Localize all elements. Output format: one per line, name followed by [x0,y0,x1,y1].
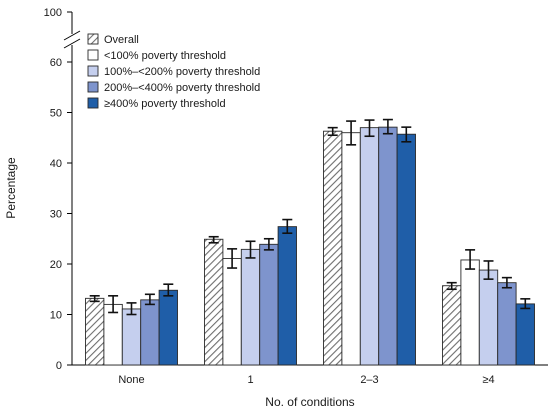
y-axis-title: Percentage [4,157,18,219]
axis-break-mark [63,30,81,41]
bars [85,126,535,366]
legend-label: Overall [104,34,139,46]
bar [478,269,499,366]
bar [240,248,261,366]
bar [442,285,462,366]
bar [359,127,380,366]
x-tick-label: None [118,374,144,386]
x-tick-label: 2–3 [360,374,378,386]
y-tick-label: 20 [50,259,62,271]
legend-label: ≥400% poverty threshold [104,98,226,110]
legend-swatch [87,65,99,77]
legend-label: 100%–<200% poverty threshold [104,66,260,78]
y-tick-label: 100 [44,7,62,19]
bar [341,132,361,366]
bar [277,226,297,366]
error-bars [89,118,531,316]
bar [323,130,343,366]
legend-swatch [87,49,99,61]
x-tick-label: ≥4 [482,374,494,386]
legend-label: <100% poverty threshold [104,50,226,62]
x-axis-title: No. of conditions [265,395,354,409]
y-tick-label: 0 [56,360,62,372]
bar [222,257,242,366]
legend-swatch [87,97,99,109]
legend-label: 200%–<400% poverty threshold [104,82,260,94]
y-tick-label: 30 [50,209,62,221]
y-tick-label: 40 [50,158,62,170]
bar [121,308,142,366]
bar [460,259,480,366]
legend: Overall <100% poverty threshold 100%–<200%… [87,33,260,110]
bar [515,303,535,366]
y-tick-label: 50 [50,108,62,120]
legend-swatch [87,33,99,45]
bar [396,133,416,366]
y-tick-label: 10 [50,310,62,322]
y-tick-label: 60 [50,57,62,69]
legend-swatch [87,81,99,93]
x-tick-label: 1 [247,374,253,386]
bar [204,238,224,366]
bar [259,243,279,366]
bar [85,297,105,366]
bar [158,289,178,366]
axis-break-mark [63,38,81,49]
bar [140,299,160,366]
bar [103,303,123,366]
bar [378,126,398,366]
bar [497,282,517,366]
axes: 0 10 20 30 40 50 60 100 None 1 2–3 ≥4 [44,7,548,386]
